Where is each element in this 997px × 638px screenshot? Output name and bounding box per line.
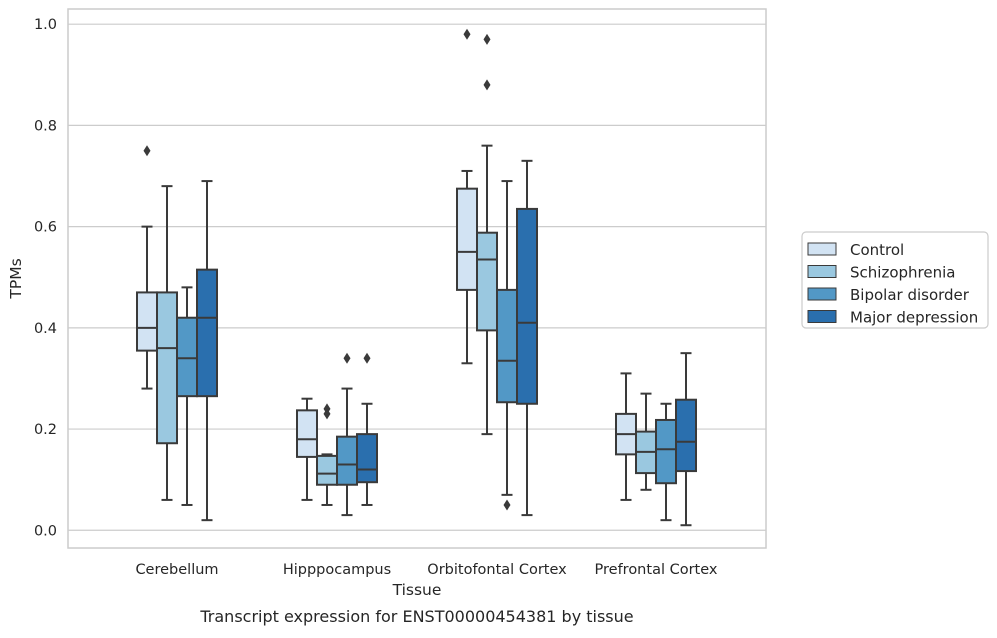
- legend-swatch-bipolar-disorder: [807, 287, 837, 301]
- iqr-box: [356, 433, 378, 484]
- iqr-box: [496, 288, 518, 404]
- outlier-point: [143, 145, 151, 157]
- outlier-point: [343, 352, 351, 364]
- box-bipolar-disorder-hipppocampus: [336, 352, 358, 517]
- outlier-point: [363, 352, 371, 364]
- iqr-box: [516, 207, 538, 405]
- box-bipolar-disorder-orbitofontal-cortex: [496, 180, 518, 511]
- iqr-box: [156, 291, 178, 445]
- x-tick-label-hipppocampus: Hipppocampus: [283, 562, 391, 578]
- outlier-point: [323, 403, 331, 415]
- x-tick-label-prefrontal-cortex: Prefrontal Cortex: [595, 562, 718, 578]
- legend-label-control: Control: [850, 241, 904, 259]
- iqr-box: [655, 418, 677, 485]
- y-tick-label: 0.8: [34, 118, 57, 134]
- legend-label-bipolar-disorder: Bipolar disorder: [850, 286, 970, 304]
- box-control-prefrontal-cortex: [615, 372, 637, 501]
- iqr-box: [176, 316, 198, 398]
- iqr-box: [675, 398, 697, 473]
- y-tick-labels: 0.0 0.2 0.4 0.6 0.8 1.0: [34, 17, 57, 539]
- x-tick-labels: Cerebellum Hipppocampus Orbitofontal Corte…: [135, 562, 717, 578]
- legend-swatch-major-depression: [807, 310, 837, 323]
- y-tick-label: 0.4: [34, 321, 57, 337]
- iqr-box: [196, 268, 218, 398]
- box-bipolar-disorder-cerebellum: [176, 286, 198, 506]
- box-schizophrenia-prefrontal-cortex: [635, 392, 657, 491]
- y-tick-label: 0.2: [34, 422, 57, 438]
- boxes: [136, 28, 697, 527]
- outlier-point: [483, 33, 491, 45]
- legend-box: [801, 231, 989, 329]
- box-major-depression-hipppocampus: [356, 352, 378, 506]
- x-tick-label-cerebellum: Cerebellum: [135, 562, 218, 578]
- legend-label-major-depression: Major depression: [850, 309, 978, 327]
- iqr-box: [336, 435, 358, 486]
- plot-frame: [67, 8, 767, 549]
- iqr-box: [456, 187, 478, 291]
- box-major-depression-prefrontal-cortex: [675, 352, 697, 527]
- box-schizophrenia-orbitofontal-cortex: [476, 33, 498, 436]
- box-schizophrenia-hipppocampus: [316, 403, 338, 506]
- iqr-box: [136, 291, 158, 352]
- box-control-orbitofontal-cortex: [456, 28, 478, 365]
- legend-swatch-control: [807, 242, 837, 256]
- y-tick-label: 0.0: [34, 523, 57, 539]
- box-control-hipppocampus: [296, 397, 318, 501]
- y-tick-label: 1.0: [34, 17, 57, 33]
- legend-label-schizophrenia: Schizophrenia: [850, 264, 955, 282]
- outlier-point: [503, 499, 511, 511]
- figure-caption: Transcript expression for ENST0000045438…: [199, 607, 633, 626]
- iqr-box: [316, 454, 338, 486]
- x-tick-label-orbitofontal-cortex: Orbitofontal Cortex: [427, 562, 567, 578]
- iqr-box: [476, 231, 498, 332]
- outlier-point: [463, 28, 471, 40]
- box-major-depression-cerebellum: [196, 180, 218, 522]
- legend: Control Schizophrenia Bipolar disorder Majo…: [801, 231, 989, 329]
- y-axis-label: TPMs: [7, 258, 25, 299]
- legend-swatch-schizophrenia: [807, 265, 837, 278]
- x-axis-label: Tissue: [392, 581, 442, 599]
- box-control-cerebellum: [136, 145, 158, 390]
- box-major-depression-orbitofontal-cortex: [516, 159, 538, 517]
- outlier-point: [483, 79, 491, 91]
- iqr-box: [296, 409, 318, 458]
- y-tick-label: 0.6: [34, 220, 57, 236]
